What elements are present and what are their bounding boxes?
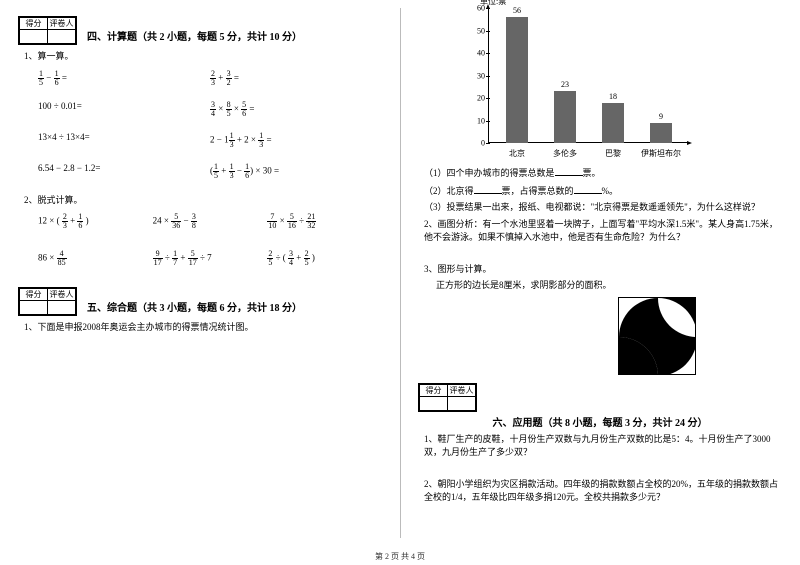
bar-value: 18 [602,92,624,101]
equation: 15 − 16 = [38,70,210,87]
q5-3a: 3、图形与计算。 [424,263,782,277]
equation: 12 × ( 23 + 16 ) [38,213,153,230]
section-5-title: 五、综合题（共 3 小题，每题 6 分，共计 18 分） [87,299,302,314]
q5-3b: 正方形的边长是8厘米，求阴影部分的面积。 [436,279,782,293]
q5-1-1: （1）四个申办城市的得票总数是票。 [424,166,782,181]
section-6-header: 得分评卷人 [418,383,782,412]
bar-value: 56 [506,6,528,15]
chart-bar [506,17,528,143]
grader-label: 评卷人 [48,289,76,301]
equation: 25 ÷ ( 34 + 25 ) [267,250,382,267]
chart-bar [554,91,576,143]
q4-1: 1、算一算。 [24,50,382,64]
eq-group-2: 12 × ( 23 + 16 )24 × 536 − 38710 × 516 ÷… [18,213,382,267]
x-tick-label: 巴黎 [593,148,633,159]
grader-label: 评卷人 [48,18,76,30]
section-6-title: 六、应用题（共 8 小题，每题 3 分，共计 24 分） [418,414,782,429]
section-4-title: 四、计算题（共 2 小题，每题 5 分，共计 10 分） [87,28,302,43]
q5-2: 2、画图分析：有一个水池里竖着一块牌子，上面写着"平均水深1.5米"。某人身高1… [424,218,782,245]
section-5-header: 得分评卷人 五、综合题（共 3 小题，每题 6 分，共计 18 分） [18,287,382,318]
equation: 13×4 ÷ 13×4= [38,132,210,149]
grader-label: 评卷人 [448,384,476,396]
q6-2: 2、朝阳小学组织为灾区捐款活动。四年级的捐款数额占全校的20%，五年级的捐款数额… [424,478,782,505]
score-label: 得分 [20,18,48,30]
chart-bar [650,123,672,143]
score-box: 得分评卷人 [18,16,77,45]
equation: 24 × 536 − 38 [153,213,268,230]
equation: (15 + 13 − 16) × 30 = [210,163,382,180]
q4-2: 2、脱式计算。 [24,194,382,208]
x-axis-arrow [687,141,692,145]
eq-group-1: 15 − 16 =23 + 32 =100 ÷ 0.01=34 × 85 × 5… [18,70,382,180]
page-footer: 第 2 页 共 4 页 [0,551,800,562]
equation: 34 × 85 × 56 = [210,101,382,118]
equation: 917 ÷ 17 + 517 ÷ 7 [153,250,268,267]
score-label: 得分 [20,289,48,301]
chart-bar [602,103,624,144]
equation: 86 × 485 [38,250,153,267]
x-tick-label: 伊斯坦布尔 [641,148,681,159]
left-column: 得分评卷人 四、计算题（共 2 小题，每题 5 分，共计 10 分） 1、算一算… [0,0,400,545]
equation: 23 + 32 = [210,70,382,87]
vote-bar-chart: 单位:票 010203040506056北京23多伦多18巴黎9伊斯坦布尔 [488,8,688,163]
equation: 6.54 − 2.8 − 1.2= [38,163,210,180]
right-column: 单位:票 010203040506056北京23多伦多18巴黎9伊斯坦布尔 （1… [400,0,800,545]
bar-value: 23 [554,80,576,89]
x-tick-label: 多伦多 [545,148,585,159]
score-label: 得分 [420,384,448,396]
equation: 100 ÷ 0.01= [38,101,210,118]
equation: 710 × 516 ÷ 2132 [267,213,382,230]
score-box: 得分评卷人 [418,383,477,412]
geometry-figure [618,297,696,375]
q5-1: 1、下面是申报2008年奥运会主办城市的得票情况统计图。 [24,321,382,335]
q5-1-2: （2）北京得票，占得票总数的%。 [424,184,782,199]
x-tick-label: 北京 [497,148,537,159]
q6-1: 1、鞋厂生产的皮鞋，十月份生产双数与九月份生产双数的比是5：4。十月份生产了30… [424,433,782,460]
equation: 2 − 113 + 2 × 13 = [210,132,382,149]
section-4-header: 得分评卷人 四、计算题（共 2 小题，每题 5 分，共计 10 分） [18,16,382,47]
bar-value: 9 [650,112,672,121]
q5-1-3: （3）投票结果一出来，报纸、电视都说："北京得票是数遥遥领先"，为什么这样说？ [424,201,782,215]
score-box: 得分评卷人 [18,287,77,316]
